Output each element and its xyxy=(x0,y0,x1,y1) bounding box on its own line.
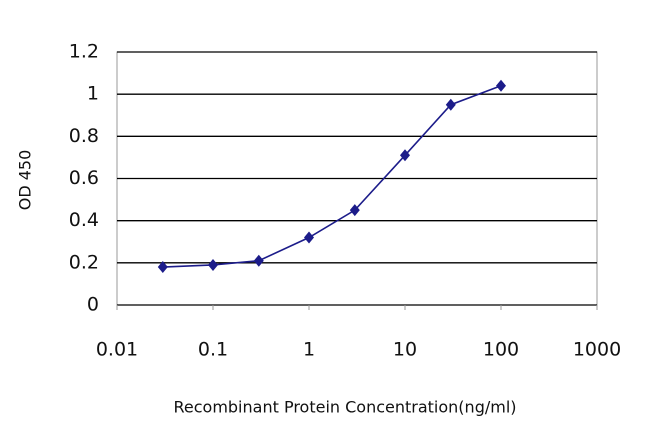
y-tick-label: 0.8 xyxy=(69,125,99,147)
y-tick-label: 0.6 xyxy=(69,167,99,189)
data-point xyxy=(304,231,314,244)
data-point xyxy=(496,79,506,92)
series-line xyxy=(162,84,502,268)
x-tick-label: 1000 xyxy=(573,339,621,361)
x-tick-label: 0.1 xyxy=(198,339,228,361)
x-tick-label: 100 xyxy=(483,339,519,361)
data-point xyxy=(157,261,168,274)
y-tick-label: 0 xyxy=(87,294,99,316)
x-tick-label: 1 xyxy=(303,339,315,361)
y-tick-label: 0.4 xyxy=(69,209,99,231)
y-tick-label: 0.2 xyxy=(69,251,99,273)
data-point xyxy=(400,149,410,162)
data-point xyxy=(208,258,218,271)
y-tick-label: 1.2 xyxy=(69,41,99,63)
data-point xyxy=(445,98,456,111)
y-axis-label: OD 450 xyxy=(16,150,35,211)
x-axis-label: Recombinant Protein Concentration(ng/ml) xyxy=(173,398,516,417)
y-tick-label: 1 xyxy=(87,83,99,105)
data-point xyxy=(349,204,360,217)
data-point xyxy=(253,254,264,267)
x-tick-label: 0.01 xyxy=(96,339,138,361)
x-tick-label: 10 xyxy=(393,339,417,361)
